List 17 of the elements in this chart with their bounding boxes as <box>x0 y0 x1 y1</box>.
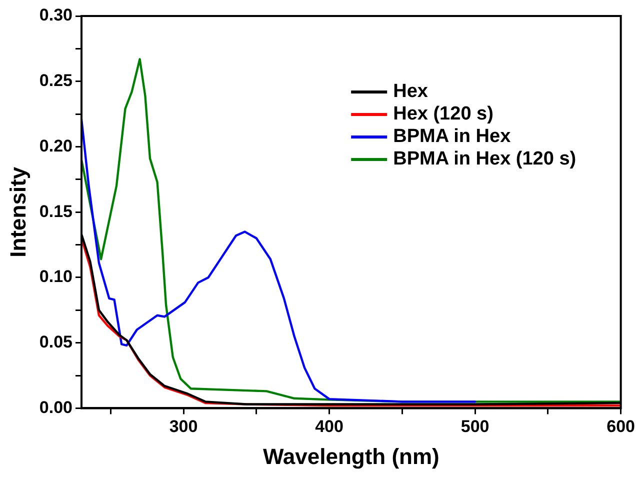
legend-label: Hex (120 s) <box>393 104 494 125</box>
y-tick-label: 0.10 <box>39 267 72 286</box>
y-tick-label: 0.20 <box>39 136 72 156</box>
y-tick-label: 0.05 <box>39 332 72 352</box>
x-tick-label: 500 <box>460 417 490 436</box>
x-tick-label: 300 <box>169 417 198 436</box>
y-tick-label: 0.15 <box>39 202 72 221</box>
y-tick-label: 0.25 <box>39 71 72 90</box>
y-axis-title: Intensity <box>5 166 30 258</box>
y-tick-label: 0.00 <box>39 398 72 417</box>
x-tick-label: 400 <box>315 417 344 436</box>
x-tick-label: 600 <box>606 417 636 436</box>
legend-label: BPMA in Hex (120 s) <box>393 148 576 170</box>
legend-label: BPMA in Hex <box>393 126 512 148</box>
y-tick-label: 0.30 <box>39 6 72 25</box>
x-axis-title: Wavelength (nm) <box>262 444 440 469</box>
legend-label: Hex <box>393 81 428 102</box>
